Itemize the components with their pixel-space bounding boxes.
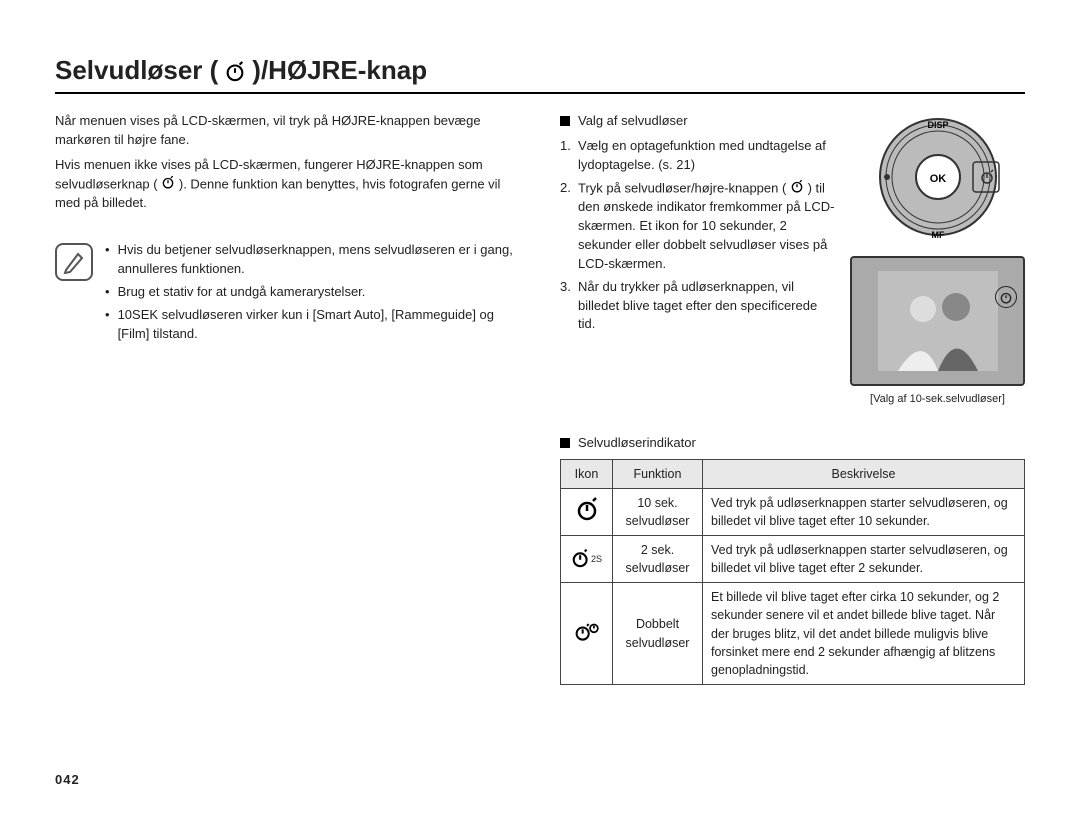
step: Vælg en optagefunktion med undtagelse af… [578,137,836,175]
section-heading: Valg af selvudløser [560,112,836,131]
timer-badge-icon [995,286,1017,308]
row-desc: Ved tryk på udløserknappen starter selvu… [703,488,1025,535]
timer-icon [224,60,246,82]
th-icon: Ikon [561,459,613,488]
row-icon [561,488,613,535]
right-column: Valg af selvudløser 1.Vælg en optagefunk… [560,112,1025,685]
table-row: Dobbelt selvudløser Et billede vil blive… [561,583,1025,685]
th-desc: Beskrivelse [703,459,1025,488]
row-icon: 2S [561,536,613,583]
title-post: )/HØJRE-knap [252,55,427,86]
dial-illustration: OK DISP MF [873,112,1003,242]
indicator-table: Ikon Funktion Beskrivelse 10 sek. selvud… [560,459,1025,685]
table-header-row: Ikon Funktion Beskrivelse [561,459,1025,488]
step: Når du trykker på udløserknappen, vil bi… [578,278,836,335]
intro-p2: Hvis menuen ikke vises på LCD-skærmen, f… [55,156,520,214]
page-number: 042 [55,772,80,787]
th-func: Funktion [613,459,703,488]
note-list: Hvis du betjener selvudløserknappen, men… [105,241,520,347]
row-func: Dobbelt selvudløser [613,583,703,685]
lcd-caption: [Valg af 10-sek.selvudløser] [850,392,1025,408]
table-row: 2S 2 sek. selvudløser Ved tryk på udløse… [561,536,1025,583]
illustration-column: OK DISP MF [850,112,1025,408]
step: Tryk på selvudløser/højre-knappen ( ) ti… [578,179,836,274]
dial-ok: OK [929,173,946,185]
title-pre: Selvudløser ( [55,55,218,86]
preview-photo [878,271,998,371]
row-func: 10 sek. selvudløser [613,488,703,535]
page-title: Selvudløser ( )/HØJRE-knap [55,55,1025,94]
row-icon [561,583,613,685]
note-box: Hvis du betjener selvudløserknappen, men… [55,241,520,347]
note-item: 10SEK selvudløseren virker kun i [Smart … [118,306,520,344]
table-row: 10 sek. selvudløser Ved tryk på udløserk… [561,488,1025,535]
timer-icon [161,175,175,195]
intro-p1: Når menuen vises på LCD-skærmen, vil try… [55,112,520,150]
lcd-preview [850,256,1025,386]
dial-mf: MF [931,230,944,240]
note-item: Hvis du betjener selvudløserknappen, men… [118,241,520,279]
left-column: Når menuen vises på LCD-skærmen, vil try… [55,112,520,685]
dial-disp: DISP [927,120,948,130]
section-heading: Selvudløserindikator [560,434,1025,453]
row-desc: Ved tryk på udløserknappen starter selvu… [703,536,1025,583]
note-item: Brug et stativ for at undgå kamerarystel… [118,283,366,302]
steps-list: 1.Vælg en optagefunktion med undtagelse … [560,137,836,334]
note-icon [55,243,93,281]
row-func: 2 sek. selvudløser [613,536,703,583]
timer-icon [790,179,804,199]
row-desc: Et billede vil blive taget efter cirka 1… [703,583,1025,685]
